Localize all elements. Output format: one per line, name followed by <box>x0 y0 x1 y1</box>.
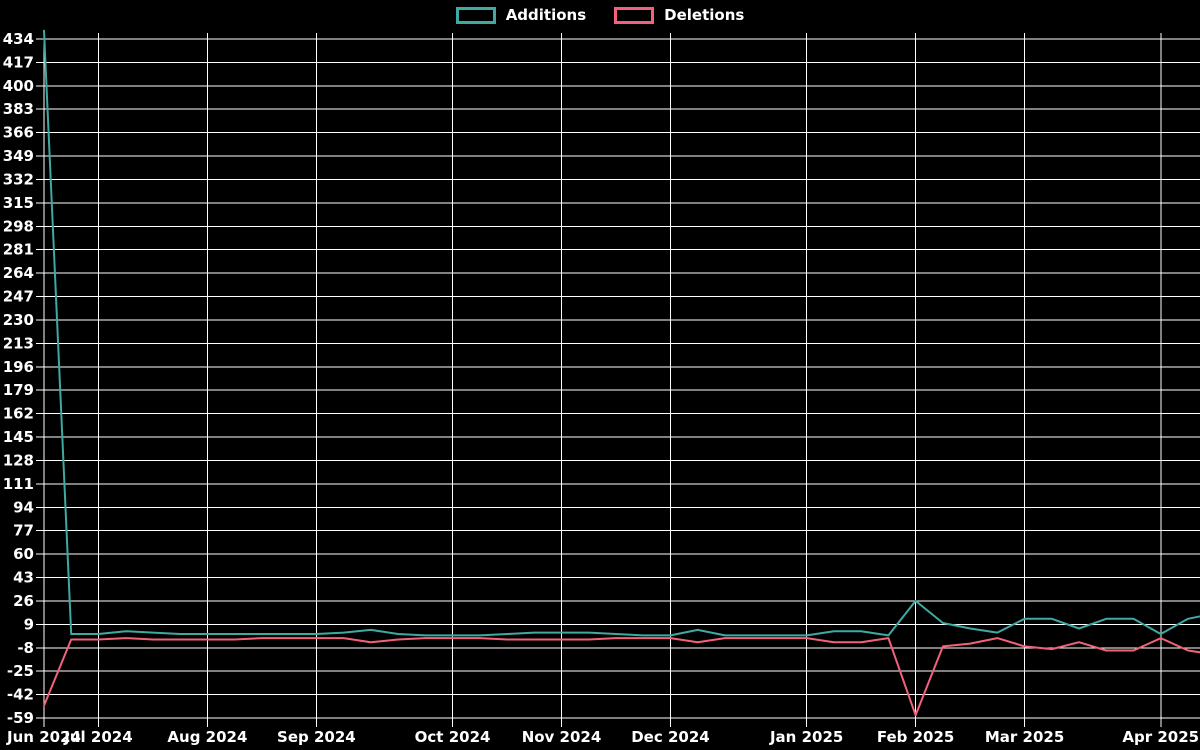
x-tick-label: Oct 2024 <box>415 728 491 746</box>
y-tick-label: 383 <box>3 100 34 118</box>
y-tick-label: 349 <box>3 147 34 165</box>
y-tick-label: 43 <box>13 569 34 587</box>
y-tick-label: 417 <box>3 53 34 71</box>
additions-swatch-icon <box>455 6 496 24</box>
deletions-swatch-icon <box>614 6 655 24</box>
y-tick-label: 400 <box>3 77 34 95</box>
y-tick-label: 128 <box>3 451 34 469</box>
y-tick-label: 26 <box>13 592 34 610</box>
y-tick-label: 145 <box>3 428 34 446</box>
deletions-line <box>43 637 1200 717</box>
y-tick-label: 77 <box>13 522 34 540</box>
y-tick-label: 94 <box>13 498 34 516</box>
x-tick-label: Jul 2024 <box>63 728 132 746</box>
x-tick-label: Dec 2024 <box>631 728 710 746</box>
y-tick-label: 434 <box>3 30 34 48</box>
x-tick-label: Feb 2025 <box>877 728 955 746</box>
y-tick-label: 111 <box>3 475 34 493</box>
y-tick-label: 247 <box>3 288 34 306</box>
series-lines <box>43 29 1200 717</box>
x-tick-label: Sep 2024 <box>277 728 356 746</box>
x-tick-label: Aug 2024 <box>167 728 247 746</box>
x-tick-label: Apr 2025 <box>1122 728 1199 746</box>
y-tick-label: -25 <box>7 662 34 680</box>
y-tick-label: 196 <box>3 358 34 376</box>
y-tick-label: -8 <box>17 639 34 657</box>
tick-labels: 434 417 400 383 366 349 332 315 298 281 264 247 230 2… <box>3 30 1199 746</box>
y-tick-label: 264 <box>3 264 34 282</box>
legend-item-deletions: Deletions <box>614 6 744 24</box>
x-tick-label: Nov 2024 <box>522 728 602 746</box>
y-tick-label: 213 <box>3 334 34 352</box>
y-tick-label: 9 <box>24 615 34 633</box>
axes <box>36 33 1200 727</box>
legend-item-additions: Additions <box>455 6 587 24</box>
y-tick-label: 298 <box>3 217 34 235</box>
y-tick-label: -42 <box>7 686 34 704</box>
legend-label-additions: Additions <box>505 6 587 24</box>
y-tick-label: -59 <box>7 709 34 727</box>
y-tick-label: 332 <box>3 170 34 188</box>
y-tick-label: 366 <box>3 124 34 142</box>
chart-legend: Additions Deletions <box>0 6 1200 24</box>
y-tick-label: 315 <box>3 194 34 212</box>
x-tick-label: Jan 2025 <box>769 728 843 746</box>
legend-label-deletions: Deletions <box>664 6 745 24</box>
x-tick-label: Mar 2025 <box>985 728 1064 746</box>
additions-line <box>43 29 1200 637</box>
x-tick-label: Jun 2024 <box>6 728 81 746</box>
y-tick-label: 179 <box>3 381 34 399</box>
y-tick-label: 230 <box>3 311 34 329</box>
y-tick-label: 281 <box>3 241 34 259</box>
gridlines <box>43 33 1200 719</box>
y-tick-label: 60 <box>13 545 34 563</box>
y-tick-label: 162 <box>3 405 34 423</box>
